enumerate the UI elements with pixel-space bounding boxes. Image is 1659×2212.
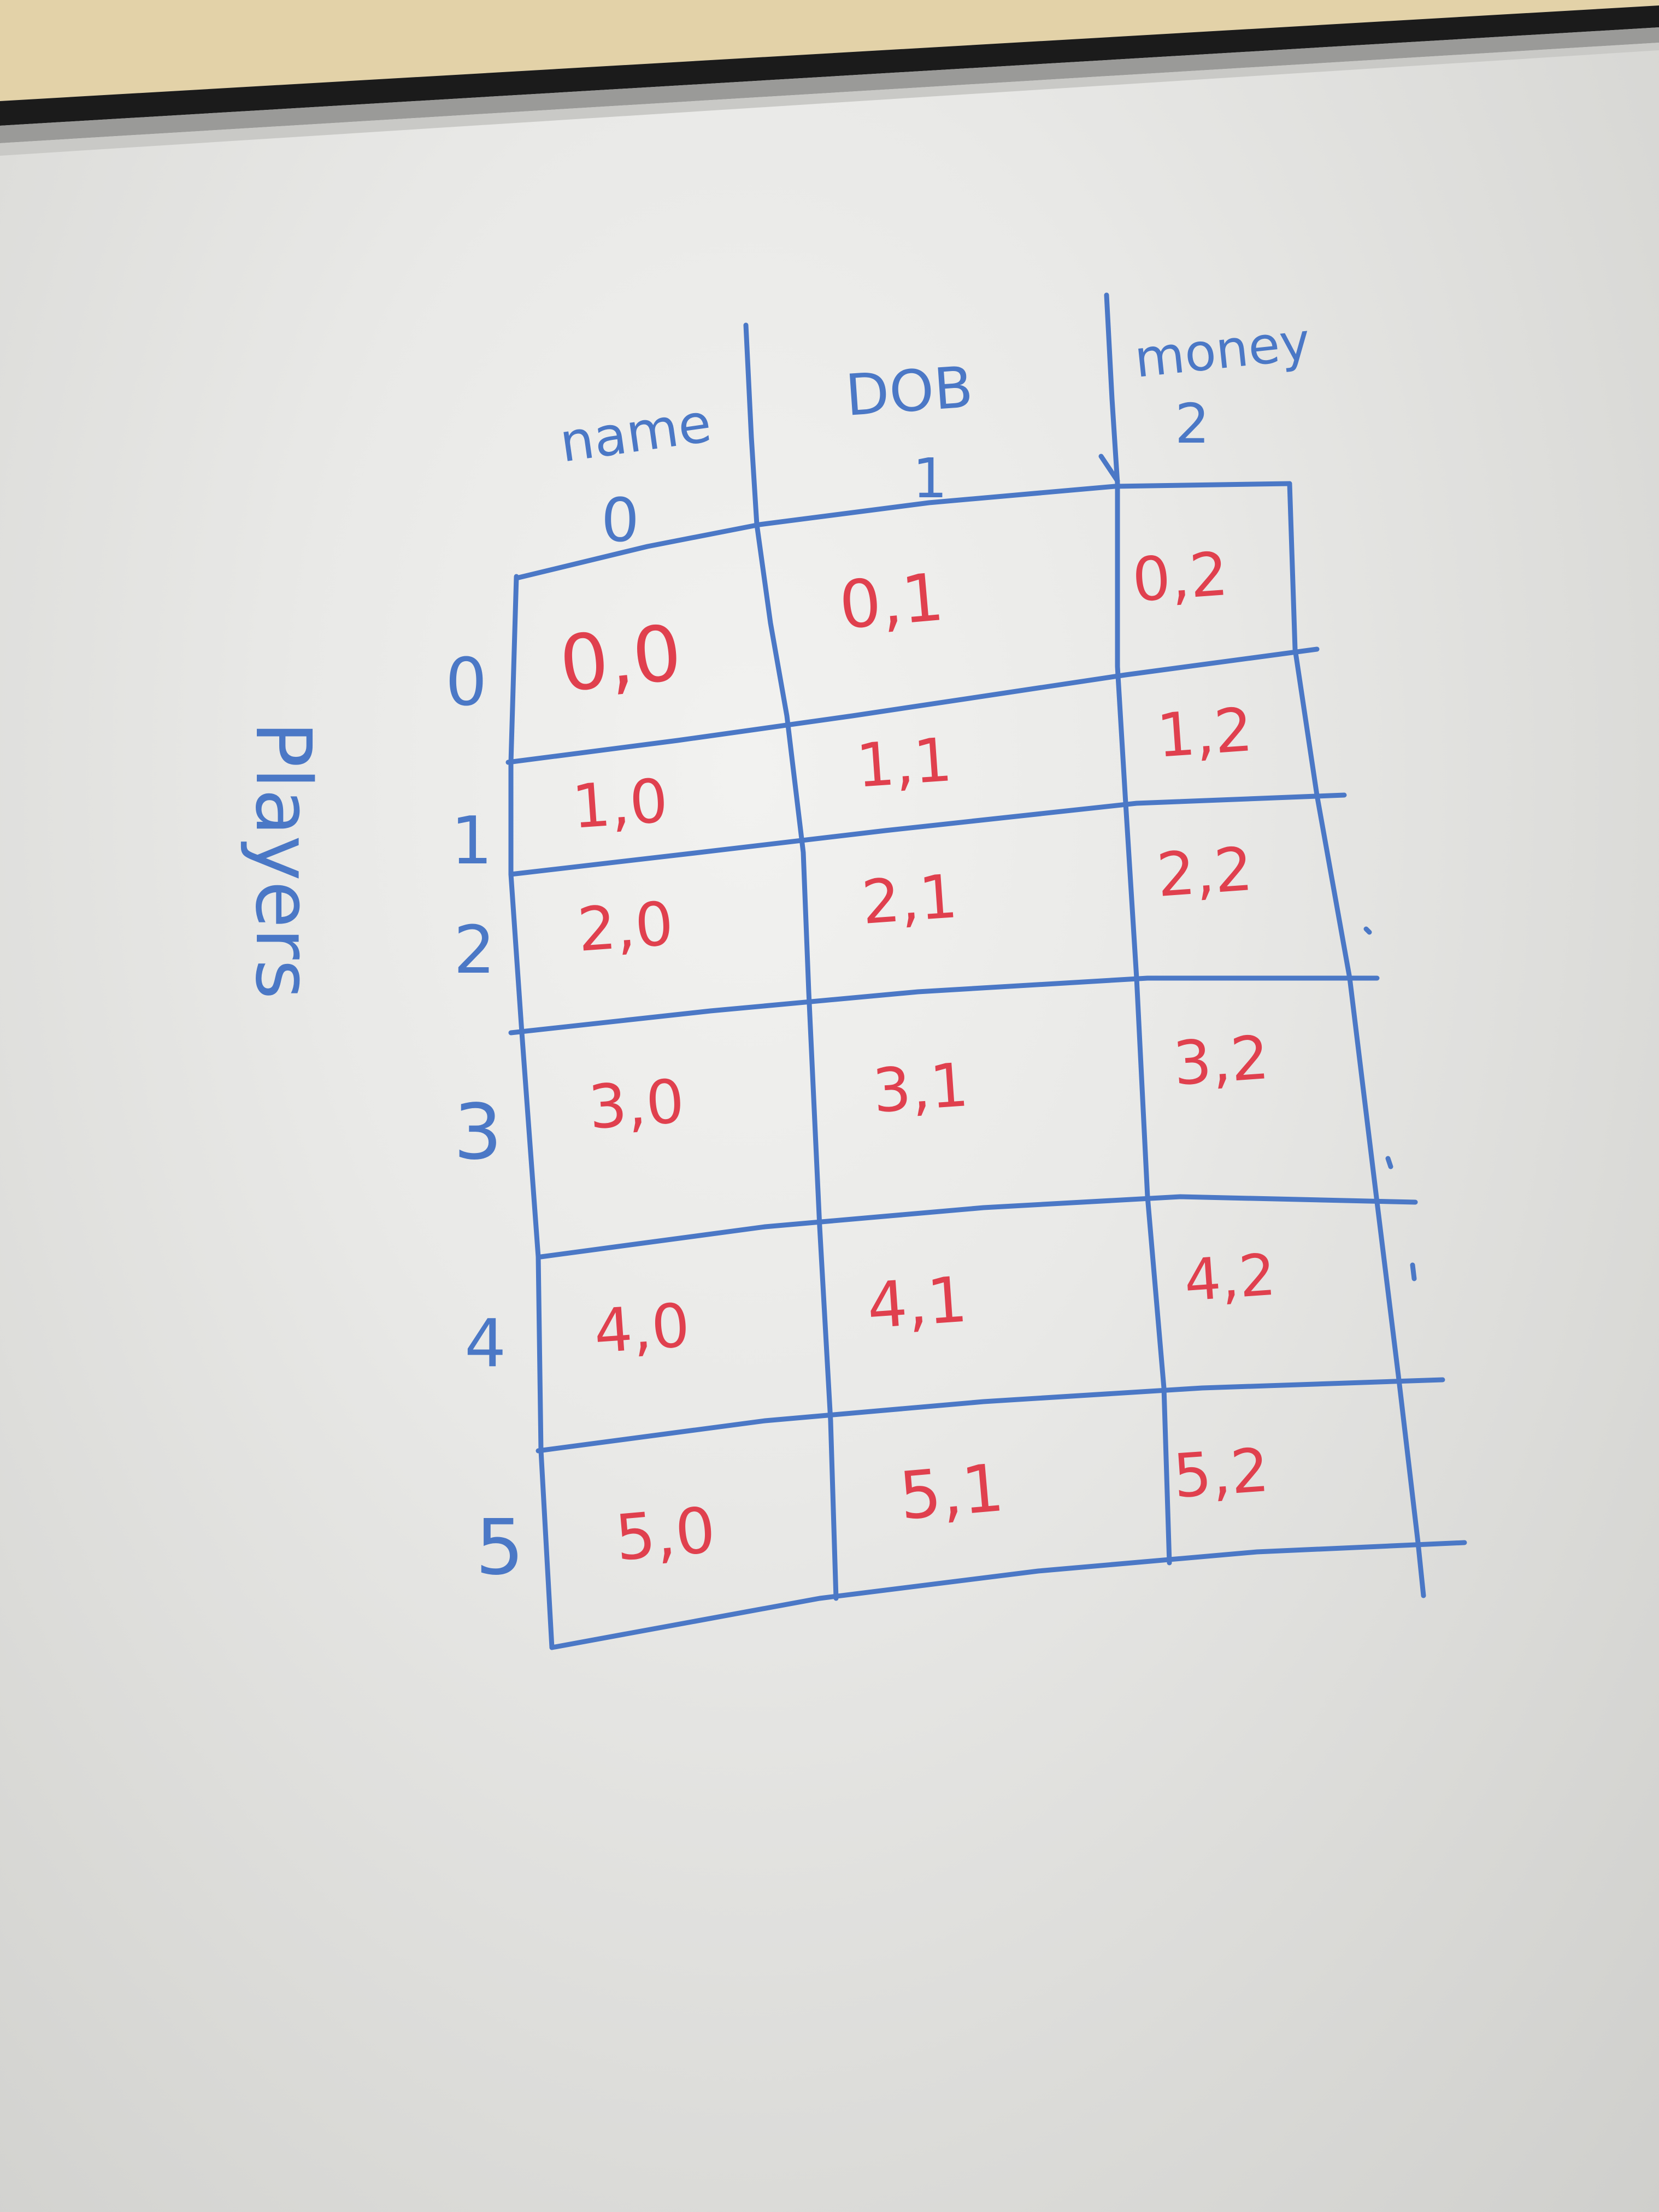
players-axis-label: Players (238, 721, 327, 999)
cell-0-2: 0,2 (1130, 539, 1230, 615)
wall-and-tray (0, 0, 1659, 156)
cell-2-2: 2,2 (1155, 834, 1255, 910)
cell-5-2: 5,2 (1171, 1435, 1271, 1511)
tray-edge (0, 27, 1659, 143)
cell-0-1: 0,1 (836, 560, 946, 644)
row-index-5: 5 (475, 1503, 524, 1592)
cell-3-2: 3,2 (1171, 1022, 1271, 1099)
cell-1-1: 1,1 (854, 725, 954, 801)
players-label-text: Players (238, 721, 327, 999)
cell-1-0: 1,0 (570, 766, 670, 842)
cell-4-0: 4,0 (592, 1290, 692, 1367)
cell-5-0: 5,0 (613, 1493, 719, 1575)
column-index-0: 0 (601, 485, 639, 555)
cell-3-1: 3,1 (870, 1050, 970, 1126)
grid-lines (505, 292, 1467, 1650)
column-header-dob: DOB (843, 354, 975, 429)
column-index-2: 2 (1175, 392, 1210, 456)
cell-2-0: 2,0 (575, 889, 675, 965)
row-index-2: 2 (454, 913, 495, 989)
row-index-4: 4 (464, 1306, 506, 1382)
row-index-0: 0 (445, 645, 487, 721)
cell-4-2: 4,2 (1182, 1242, 1278, 1314)
column-index-1: 1 (913, 446, 948, 510)
cell-1-2: 1,2 (1155, 695, 1255, 771)
row-index-1: 1 (451, 803, 492, 879)
column-header-money: money (1132, 312, 1313, 390)
cell-4-1: 4,1 (865, 1263, 970, 1343)
cell-3-0: 3,0 (586, 1066, 686, 1143)
cell-0-0: 0,0 (556, 608, 686, 709)
wall (0, 0, 1659, 101)
marker-tray (0, 5, 1659, 126)
column-header-name: name (556, 392, 715, 475)
cell-5-1: 5,1 (896, 1450, 1007, 1535)
cell-2-1: 2,1 (860, 861, 960, 938)
row-index-3: 3 (454, 1088, 502, 1177)
